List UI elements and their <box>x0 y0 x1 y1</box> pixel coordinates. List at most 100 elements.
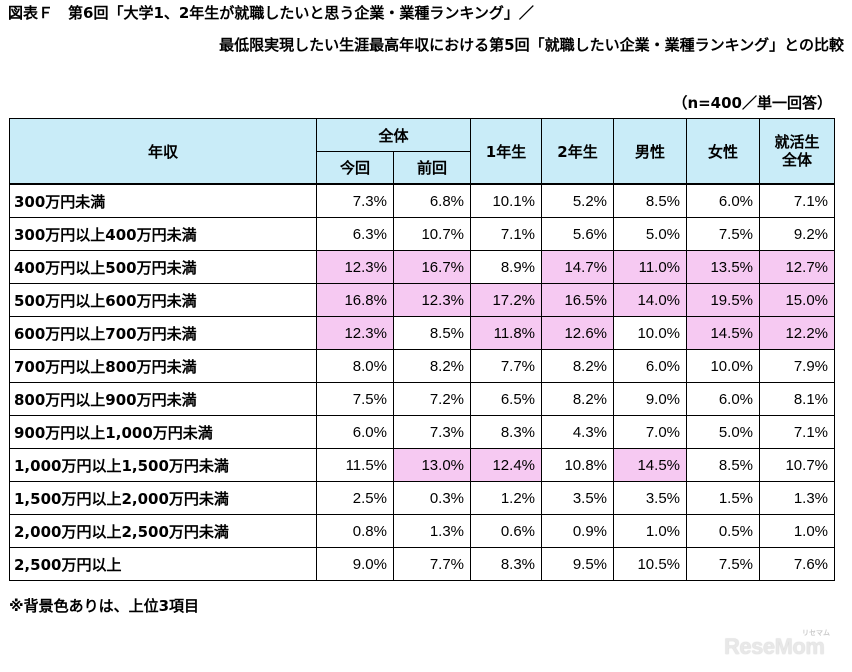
value-cell: 5.2% <box>541 183 615 218</box>
value-cell: 1.0% <box>613 514 688 548</box>
value-cell: 19.5% <box>686 283 761 317</box>
value-cell: 7.3% <box>316 183 394 218</box>
table-row: 700万円以上800万円未満 8.0% 8.2% 7.7% 8.2% 6.0% 10.0% 7… <box>9 349 836 383</box>
table-row: 300万円未満 7.3% 6.8% 10.1% 5.2% 8.5% 6.0% 7.1% <box>9 183 836 218</box>
value-cell: 16.7% <box>392 250 472 284</box>
value-cell: 7.9% <box>759 349 836 383</box>
value-cell: 11.0% <box>613 250 688 284</box>
logo-text: ReseMom <box>724 634 825 659</box>
value-cell: 7.6% <box>759 547 836 581</box>
value-cell: 6.0% <box>686 382 761 416</box>
value-cell: 16.5% <box>541 283 615 317</box>
value-cell: 11.5% <box>316 448 394 482</box>
value-cell: 12.6% <box>541 316 615 350</box>
value-cell: 3.5% <box>613 481 688 515</box>
value-cell: 17.2% <box>470 283 543 317</box>
table-row: 900万円以上1,000万円未満 6.0% 7.3% 8.3% 4.3% 7.0% 5.0%… <box>9 415 836 449</box>
value-cell: 10.7% <box>392 217 472 251</box>
value-cell: 14.0% <box>613 283 688 317</box>
value-cell: 12.7% <box>759 250 836 284</box>
row-label: 300万円以上400万円未満 <box>9 217 317 251</box>
value-cell: 6.0% <box>613 349 688 383</box>
value-cell: 8.3% <box>470 415 543 449</box>
value-cell: 14.7% <box>541 250 615 284</box>
value-cell: 4.3% <box>541 415 615 449</box>
value-cell: 0.3% <box>392 481 472 515</box>
value-cell: 14.5% <box>613 448 688 482</box>
value-cell: 2.5% <box>316 481 394 515</box>
row-label: 800万円以上900万円未満 <box>9 382 317 416</box>
value-cell: 8.5% <box>686 448 761 482</box>
value-cell: 1.3% <box>392 514 472 548</box>
value-cell: 8.2% <box>541 382 615 416</box>
value-cell: 10.0% <box>613 316 688 350</box>
table-row: 400万円以上500万円未満 12.3% 16.7% 8.9% 14.7% 11.0% 13… <box>9 250 836 284</box>
value-cell: 10.1% <box>470 183 543 218</box>
value-cell: 6.3% <box>316 217 394 251</box>
value-cell: 1.2% <box>470 481 543 515</box>
value-cell: 8.0% <box>316 349 394 383</box>
value-cell: 9.5% <box>541 547 615 581</box>
header-year2: 2年生 <box>541 118 615 185</box>
value-cell: 1.5% <box>686 481 761 515</box>
value-cell: 0.8% <box>316 514 394 548</box>
value-cell: 7.1% <box>759 183 836 218</box>
value-cell: 7.0% <box>613 415 688 449</box>
value-cell: 8.5% <box>392 316 472 350</box>
value-cell: 5.6% <box>541 217 615 251</box>
value-cell: 12.3% <box>316 250 394 284</box>
value-cell: 12.4% <box>470 448 543 482</box>
value-cell: 7.1% <box>759 415 836 449</box>
table-row: 2,500万円以上 9.0% 7.7% 8.3% 9.5% 10.5% 7.5% 7.6% <box>9 547 836 581</box>
value-cell: 6.8% <box>392 183 472 218</box>
value-cell: 7.2% <box>392 382 472 416</box>
logo-subtext: リセマム <box>802 630 830 637</box>
table-row: 2,000万円以上2,500万円未満 0.8% 1.3% 0.6% 0.9% 1.0% 0.… <box>9 514 836 548</box>
table-row: 500万円以上600万円未満 16.8% 12.3% 17.2% 16.5% 14.0% 1… <box>9 283 836 317</box>
header-current: 今回 <box>316 151 394 185</box>
value-cell: 9.0% <box>316 547 394 581</box>
resemom-logo: ReseMom リセマム <box>724 630 844 666</box>
value-cell: 12.3% <box>392 283 472 317</box>
row-label: 1,000万円以上1,500万円未満 <box>9 448 317 482</box>
value-cell: 0.9% <box>541 514 615 548</box>
value-cell: 5.0% <box>686 415 761 449</box>
header-jobhunt-line1: 就活生 <box>774 133 820 151</box>
value-cell: 7.3% <box>392 415 472 449</box>
value-cell: 7.1% <box>470 217 543 251</box>
value-cell: 1.0% <box>759 514 836 548</box>
value-cell: 7.5% <box>686 217 761 251</box>
value-cell: 13.5% <box>686 250 761 284</box>
value-cell: 7.7% <box>470 349 543 383</box>
value-cell: 5.0% <box>613 217 688 251</box>
header-overall: 全体 <box>315 118 472 152</box>
value-cell: 11.8% <box>470 316 543 350</box>
row-label: 400万円以上500万円未満 <box>9 250 317 284</box>
header-jobhunt-line2: 全体 <box>782 151 813 169</box>
row-label: 500万円以上600万円未満 <box>9 283 317 317</box>
value-cell: 10.5% <box>613 547 688 581</box>
sample-note: （n=400／単一回答） <box>672 94 832 112</box>
value-cell: 6.0% <box>316 415 394 449</box>
table-row: 300万円以上400万円未満 6.3% 10.7% 7.1% 5.6% 5.0% 7.5% 9… <box>9 217 836 251</box>
value-cell: 8.1% <box>759 382 836 416</box>
header-previous: 前回 <box>392 151 472 185</box>
row-label: 2,000万円以上2,500万円未満 <box>9 514 317 548</box>
row-label: 900万円以上1,000万円未満 <box>9 415 317 449</box>
table-body: 300万円未満 7.3% 6.8% 10.1% 5.2% 8.5% 6.0% 7.1% 300万… <box>9 183 836 581</box>
value-cell: 12.2% <box>759 316 836 350</box>
value-cell: 8.2% <box>392 349 472 383</box>
row-label: 1,500万円以上2,000万円未満 <box>9 481 317 515</box>
value-cell: 10.8% <box>541 448 615 482</box>
title-line-2: 最低限実現したい生涯最高年収における第5回「就職したい企業・業種ランキング」との… <box>219 36 844 54</box>
table-row: 1,500万円以上2,000万円未満 2.5% 0.3% 1.2% 3.5% 3.5% 1.… <box>9 481 836 515</box>
value-cell: 8.3% <box>470 547 543 581</box>
value-cell: 3.5% <box>541 481 615 515</box>
value-cell: 8.9% <box>470 250 543 284</box>
header-female: 女性 <box>686 118 761 185</box>
value-cell: 0.6% <box>470 514 543 548</box>
value-cell: 14.5% <box>686 316 761 350</box>
value-cell: 0.5% <box>686 514 761 548</box>
value-cell: 8.2% <box>541 349 615 383</box>
header-male: 男性 <box>613 118 688 185</box>
